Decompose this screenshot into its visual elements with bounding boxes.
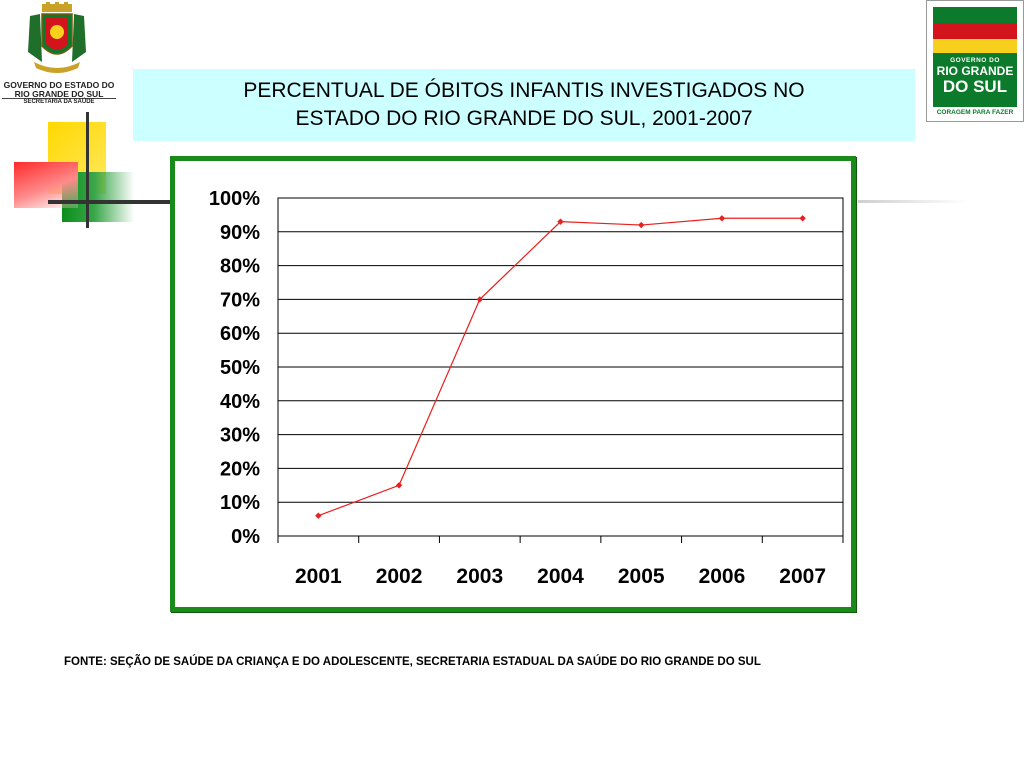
title-line1: PERCENTUAL DE ÓBITOS INFANTIS INVESTIGAD…: [243, 79, 805, 102]
gov-divider: [2, 98, 116, 99]
y-tick-label: 50%: [220, 357, 260, 379]
title-line2: ESTADO DO RIO GRANDE DO SUL, 2001-2007: [295, 107, 753, 130]
y-tick-label: 70%: [220, 289, 260, 311]
decor-vertical-bar: [86, 112, 89, 228]
logo-line1: GOVERNO DO: [950, 57, 1000, 64]
logo-line3: DO SUL: [942, 77, 1008, 96]
y-tick-label: 60%: [220, 323, 260, 345]
y-tick-label: 90%: [220, 222, 260, 244]
gov-secretariat: SECRETARIA DA SAÚDE: [23, 99, 95, 105]
source-note: FONTE: SEÇÃO DE SAÚDE DA CRIANÇA E DO AD…: [64, 656, 761, 668]
government-logo: GOVERNO DO RIO GRANDE DO SUL CORAGEM PAR…: [926, 0, 1024, 122]
gov-name-line1: GOVERNO DO ESTADO DO: [3, 80, 115, 90]
y-tick-label: 10%: [220, 492, 260, 514]
slide-title: PERCENTUAL DE ÓBITOS INFANTIS INVESTIGAD…: [133, 69, 915, 141]
x-tick-label: 2003: [456, 565, 503, 588]
decor-right-line: [858, 200, 968, 203]
x-tick-label: 2007: [779, 565, 826, 588]
data-point: [799, 215, 806, 222]
y-tick-label: 100%: [209, 188, 260, 210]
x-tick-label: 2006: [699, 565, 746, 588]
chart-frame: 0% 10% 20% 30% 40% 50% 60% 70% 80% 90% 100% 2001 200…: [170, 156, 856, 612]
data-point: [638, 221, 645, 229]
y-tick-label: 0%: [231, 526, 260, 548]
data-point: [315, 512, 322, 519]
logo-slogan: CORAGEM PARA FAZER: [936, 109, 1014, 116]
coat-of-arms-icon: [28, 2, 86, 73]
gov-name-line2: RIO GRANDE DO SUL: [14, 89, 104, 99]
x-tick-label: 2005: [618, 565, 665, 588]
y-tick-label: 20%: [220, 458, 260, 480]
x-tick-label: 2001: [295, 565, 342, 588]
decor-horizontal-bar: [48, 200, 174, 204]
data-point: [395, 482, 403, 489]
line-chart: 0% 10% 20% 30% 40% 50% 60% 70% 80% 90% 100% 2001 200…: [209, 188, 844, 588]
data-point: [476, 296, 483, 303]
x-tick-label: 2002: [376, 565, 423, 588]
x-tick-label: 2004: [537, 565, 584, 588]
flag-icon: [933, 7, 1017, 53]
data-point: [718, 215, 726, 222]
plot-area: [277, 197, 844, 537]
logo-line2: RIO GRANDE: [936, 64, 1014, 78]
y-tick-label: 40%: [220, 391, 260, 413]
y-tick-label: 80%: [220, 256, 260, 278]
data-point: [557, 218, 564, 225]
logo-text-block: GOVERNO DO RIO GRANDE DO SUL: [933, 53, 1017, 107]
y-tick-label: 30%: [220, 425, 260, 447]
